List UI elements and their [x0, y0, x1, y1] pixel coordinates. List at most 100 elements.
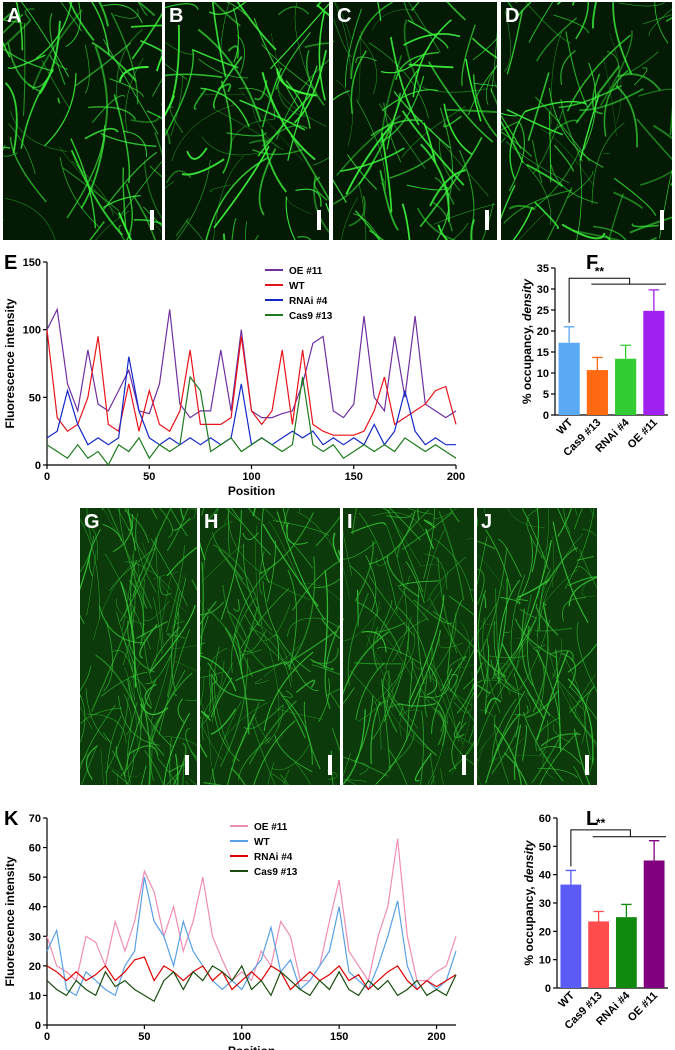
fiber: [93, 559, 136, 641]
fiber: [321, 618, 340, 640]
fiber: [513, 724, 522, 780]
fiber: [510, 574, 526, 659]
fiber: [200, 642, 206, 655]
fiber: [223, 702, 268, 741]
fiber: [343, 565, 350, 599]
fiber: [209, 701, 242, 785]
fiber: [171, 104, 235, 162]
fiber: [107, 508, 153, 609]
legend-label: RNAi #4: [254, 852, 293, 863]
fiber: [172, 645, 197, 649]
fiber: [385, 508, 422, 567]
x-tick-label: 200: [447, 471, 465, 483]
fiber: [249, 627, 292, 688]
fiber: [500, 596, 521, 605]
series-line: [46, 876, 457, 997]
fiber: [239, 649, 262, 657]
fiber: [564, 508, 595, 590]
fiber: [110, 12, 139, 105]
fiber: [89, 221, 105, 240]
fiber: [261, 124, 308, 147]
fiber: [132, 508, 172, 597]
fiber: [446, 2, 466, 21]
fiber: [116, 29, 143, 110]
fiber: [203, 781, 223, 785]
fiber: [358, 512, 398, 612]
fiber: [513, 673, 520, 738]
fiber: [122, 521, 137, 630]
fiber: [346, 779, 357, 785]
fiber: [461, 24, 476, 86]
fiber: [193, 508, 197, 520]
fiber: [3, 41, 11, 58]
fiber: [7, 42, 42, 93]
fiber: [118, 66, 149, 82]
fiber: [332, 532, 340, 564]
fiber: [165, 126, 171, 144]
fiber: [485, 529, 512, 592]
fiber: [455, 732, 474, 746]
fiber: [220, 80, 233, 174]
fiber: [446, 108, 497, 114]
fiber: [609, 32, 622, 124]
fiber: [149, 626, 181, 674]
fiber: [426, 556, 467, 603]
fiber: [536, 650, 569, 741]
fiber: [238, 737, 271, 781]
fiber: [472, 37, 497, 61]
fiber: [189, 508, 197, 511]
fiber: [604, 234, 612, 240]
fiber: [88, 528, 102, 576]
fiber: [295, 188, 322, 207]
fiber: [347, 154, 378, 190]
fiber: [376, 599, 393, 640]
fiber: [166, 545, 186, 633]
fiber: [21, 2, 70, 78]
fiber: [232, 598, 240, 612]
fiber: [49, 13, 66, 85]
fiber: [493, 723, 522, 785]
fiber: [540, 540, 552, 559]
y-tick-label: 5: [543, 389, 549, 401]
fiber: [424, 674, 428, 718]
fiber: [427, 715, 449, 785]
fiber: [437, 224, 449, 240]
fiber: [171, 517, 191, 531]
fiber: [527, 626, 546, 648]
fiber: [631, 223, 659, 228]
fiber: [491, 698, 517, 764]
fiber: [4, 82, 18, 154]
fiber: [560, 98, 584, 162]
fiber: [367, 635, 416, 738]
fiber: [123, 678, 157, 777]
fiber: [401, 110, 465, 186]
fiber: [220, 658, 249, 767]
fiber: [612, 2, 633, 75]
fiber: [245, 221, 247, 240]
fiber: [440, 648, 474, 732]
fiber: [484, 697, 502, 715]
fiber: [236, 34, 245, 74]
fiber: [44, 73, 77, 147]
fiber: [8, 123, 36, 175]
fiber: [3, 146, 11, 149]
fiber: [419, 136, 483, 228]
x-tick-label: 150: [345, 471, 363, 483]
fiber: [262, 523, 319, 607]
fiber: [358, 31, 362, 103]
fiber: [527, 72, 550, 141]
fiber: [395, 51, 439, 81]
fiber: [633, 67, 648, 86]
legend-label: Cas9 #13: [254, 867, 298, 878]
fiber: [261, 576, 311, 601]
fiber: [31, 9, 83, 90]
fiber: [80, 704, 116, 771]
y-tick-label: 30: [537, 284, 549, 296]
fiber: [153, 571, 179, 580]
bar: [558, 342, 580, 415]
fiber: [491, 30, 497, 94]
fiber: [149, 604, 196, 673]
fiber: [517, 578, 551, 598]
fiber: [208, 2, 247, 15]
fiber: [169, 737, 172, 785]
